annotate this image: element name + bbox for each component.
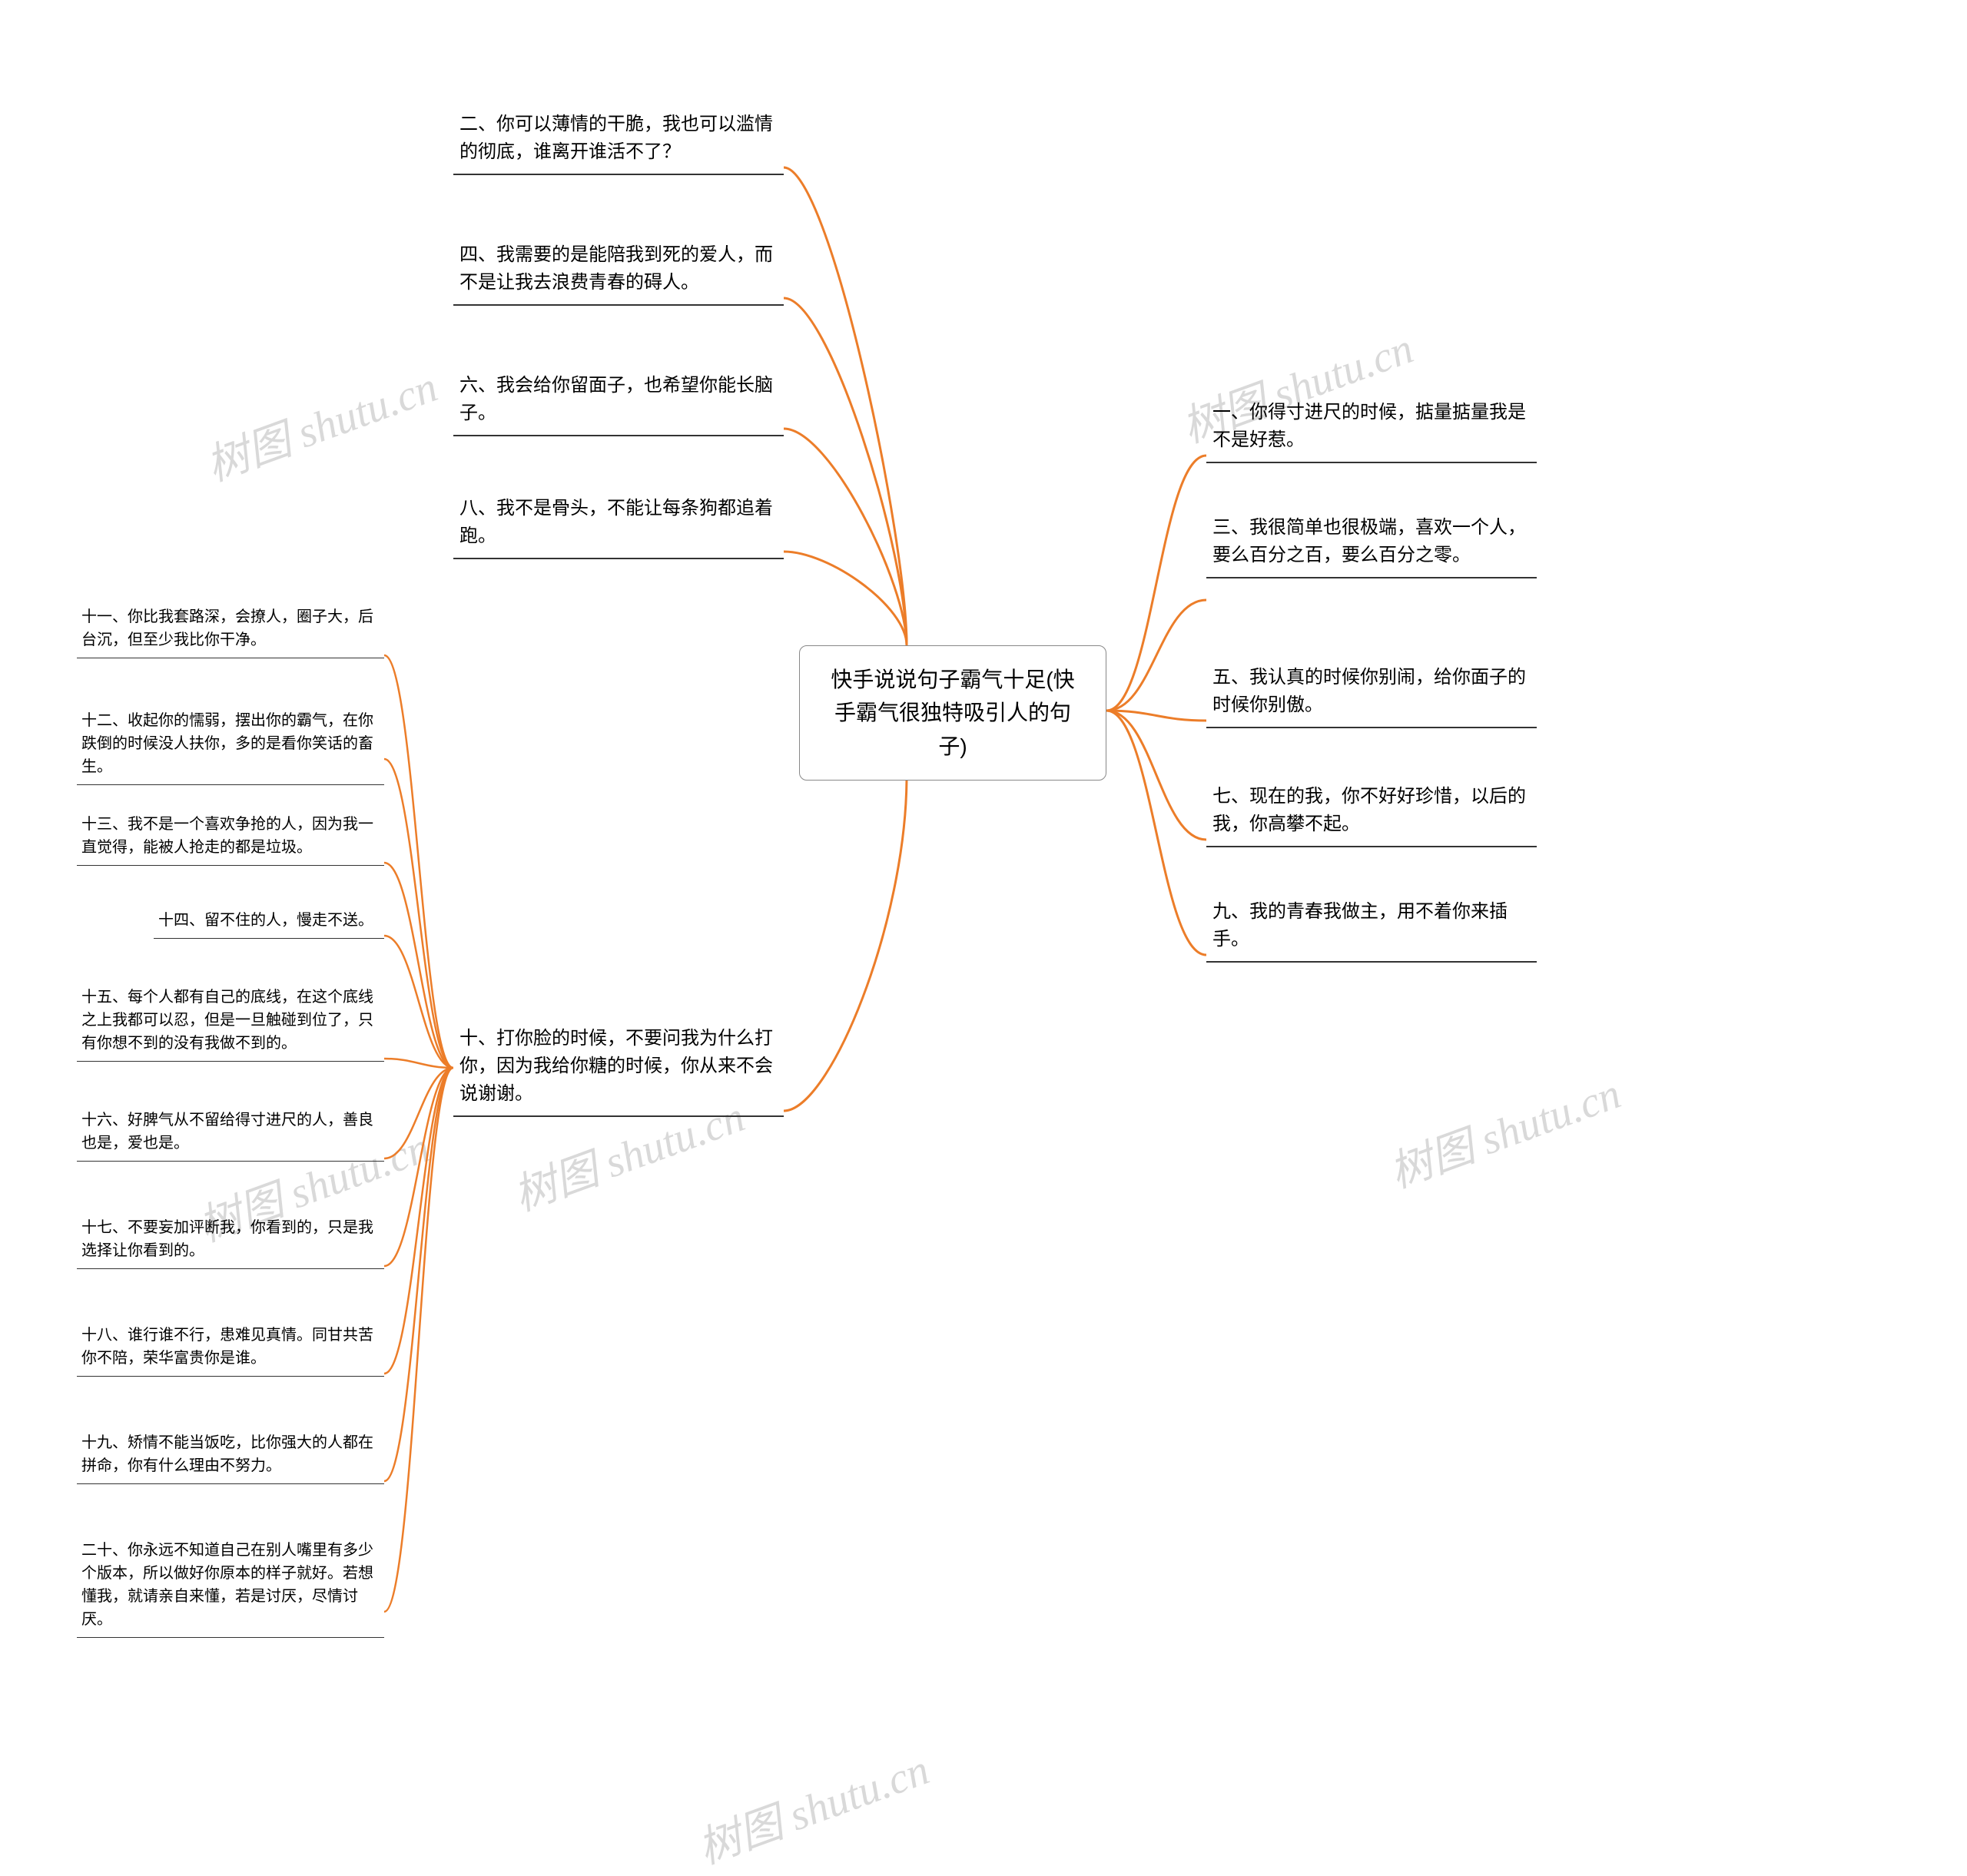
subleaf-14[interactable]: 十四、留不住的人，慢走不送。 — [154, 907, 384, 939]
branch-topleft-8[interactable]: 八、我不是骨头，不能让每条狗都追着跑。 — [453, 492, 784, 559]
subleaf-19[interactable]: 十九、矫情不能当饭吃，比你强大的人都在拼命，你有什么理由不努力。 — [77, 1429, 384, 1484]
branch-right-5[interactable]: 五、我认真的时候你别闹，给你面子的时候你别傲。 — [1206, 661, 1537, 728]
subleaf-20[interactable]: 二十、你永远不知道自己在别人嘴里有多少个版本，所以做好你原本的样子就好。若想懂我… — [77, 1536, 384, 1638]
subleaf-15[interactable]: 十五、每个人都有自己的底线，在这个底线之上我都可以忍，但是一旦触碰到位了，只有你… — [77, 983, 384, 1062]
subleaf-18[interactable]: 十八、谁行谁不行，患难见真情。同甘共苦你不陪，荣华富贵你是谁。 — [77, 1321, 384, 1377]
subleaf-12[interactable]: 十二、收起你的懦弱，摆出你的霸气，在你跌倒的时候没人扶你，多的是看你笑话的畜生。 — [77, 707, 384, 785]
subleaf-16[interactable]: 十六、好脾气从不留给得寸进尺的人，善良也是，爱也是。 — [77, 1106, 384, 1162]
subleaf-11[interactable]: 十一、你比我套路深，会撩人，圈子大，后台沉，但至少我比你干净。 — [77, 603, 384, 658]
watermark: 树图 shutu.cn — [197, 353, 445, 494]
subleaf-17[interactable]: 十七、不要妄加评断我，你看到的，只是我选择让你看到的。 — [77, 1214, 384, 1269]
branch-topleft-2[interactable]: 二、你可以薄情的干脆，我也可以滥情的彻底，谁离开谁活不了？ — [453, 108, 784, 175]
branch-right-3[interactable]: 三、我很简单也很极端，喜欢一个人，要么百分之百，要么百分之零。 — [1206, 511, 1537, 578]
watermark: 树图 shutu.cn — [688, 1735, 937, 1876]
mindmap-root[interactable]: 快手说说句子霸气十足(快手霸气很独特吸引人的句子) — [799, 645, 1106, 781]
branch-topleft-4[interactable]: 四、我需要的是能陪我到死的爱人，而不是让我去浪费青春的碍人。 — [453, 238, 784, 306]
branch-right-9[interactable]: 九、我的青春我做主，用不着你来插手。 — [1206, 895, 1537, 963]
branch-right-7[interactable]: 七、现在的我，你不好好珍惜，以后的我，你高攀不起。 — [1206, 780, 1537, 847]
subleaf-13[interactable]: 十三、我不是一个喜欢争抢的人，因为我一直觉得，能被人抢走的都是垃圾。 — [77, 810, 384, 866]
branch-right-1[interactable]: 一、你得寸进尺的时候，掂量掂量我是不是好惹。 — [1206, 396, 1537, 463]
branch-bottomleft-10[interactable]: 十、打你脸的时候，不要问我为什么打你，因为我给你糖的时候，你从来不会说谢谢。 — [453, 1022, 784, 1117]
watermark: 树图 shutu.cn — [1380, 1059, 1628, 1201]
branch-topleft-6[interactable]: 六、我会给你留面子，也希望你能长脑子。 — [453, 369, 784, 436]
mindmap-canvas: 树图 shutu.cn 树图 shutu.cn 树图 shutu.cn 树图 s… — [0, 0, 1967, 1825]
